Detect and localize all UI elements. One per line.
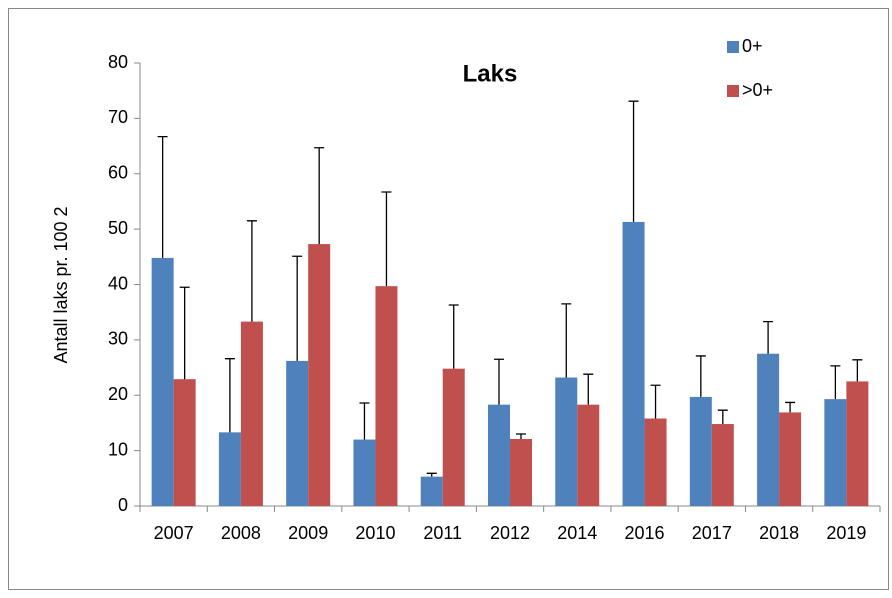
y-tick-label: 50 — [108, 218, 128, 238]
error-bar — [359, 402, 370, 440]
bar — [824, 399, 847, 506]
bar — [420, 476, 443, 506]
bar — [846, 381, 869, 506]
y-tick-label: 0 — [118, 495, 128, 515]
y-tick-label: 60 — [108, 163, 128, 183]
error-bar — [314, 147, 325, 245]
x-tick-label: 2012 — [490, 523, 530, 543]
bar — [151, 257, 174, 506]
x-tick-label: 2009 — [288, 523, 328, 543]
error-bar — [852, 359, 863, 382]
y-tick-label: 10 — [108, 439, 128, 459]
error-bar — [830, 365, 841, 400]
y-tick-label: 30 — [108, 329, 128, 349]
x-tick-label: 2011 — [423, 523, 462, 543]
error-bar — [561, 303, 572, 378]
error-bar — [763, 320, 774, 354]
y-axis-label: Antall laks pr. 100 2 — [51, 206, 71, 363]
error-bar — [785, 401, 796, 413]
bar — [644, 418, 667, 506]
error-bar — [628, 100, 639, 222]
error-bar — [224, 358, 235, 433]
bar — [353, 439, 376, 506]
legend-label: >0+ — [742, 80, 773, 100]
error-bar — [179, 286, 190, 380]
bar — [286, 360, 309, 506]
x-tick-label: 2007 — [154, 523, 194, 543]
bar — [375, 286, 398, 506]
y-tick-label: 20 — [108, 384, 128, 404]
error-bar — [448, 304, 459, 369]
legend-label: 0+ — [742, 36, 763, 56]
legend-swatch — [727, 41, 739, 53]
error-bar — [717, 409, 728, 425]
bar — [711, 424, 734, 506]
y-tick-label: 40 — [108, 273, 128, 293]
error-bar — [695, 355, 706, 397]
x-tick-label: 2014 — [557, 523, 597, 543]
bar — [555, 377, 578, 506]
bar — [442, 368, 465, 506]
error-bar — [246, 220, 257, 322]
error-bar — [583, 373, 594, 405]
bar — [308, 244, 331, 507]
legend-swatch — [727, 85, 739, 97]
bar — [510, 438, 532, 506]
error-bar — [650, 384, 661, 419]
x-tick-label: 2008 — [221, 523, 261, 543]
bar — [779, 412, 802, 506]
bar — [689, 396, 712, 506]
error-bar — [516, 433, 526, 439]
x-tick-label: 2018 — [759, 523, 799, 543]
bar — [173, 379, 196, 506]
bar — [622, 221, 645, 506]
x-tick-label: 2010 — [355, 523, 395, 543]
bar — [577, 404, 600, 506]
error-bar — [494, 358, 504, 405]
y-tick-label: 80 — [108, 52, 128, 72]
error-bar — [292, 255, 303, 361]
bar — [757, 353, 780, 506]
error-bar — [426, 472, 437, 477]
bar — [240, 321, 263, 506]
bar — [218, 432, 241, 506]
bar — [488, 404, 510, 506]
error-bar — [381, 191, 392, 287]
error-bar — [157, 135, 168, 258]
x-tick-label: 2019 — [826, 523, 866, 543]
chart-title: Laks — [463, 60, 518, 87]
x-tick-label: 2017 — [692, 523, 732, 543]
x-tick-label: 2016 — [625, 523, 665, 543]
y-tick-label: 70 — [108, 107, 128, 127]
